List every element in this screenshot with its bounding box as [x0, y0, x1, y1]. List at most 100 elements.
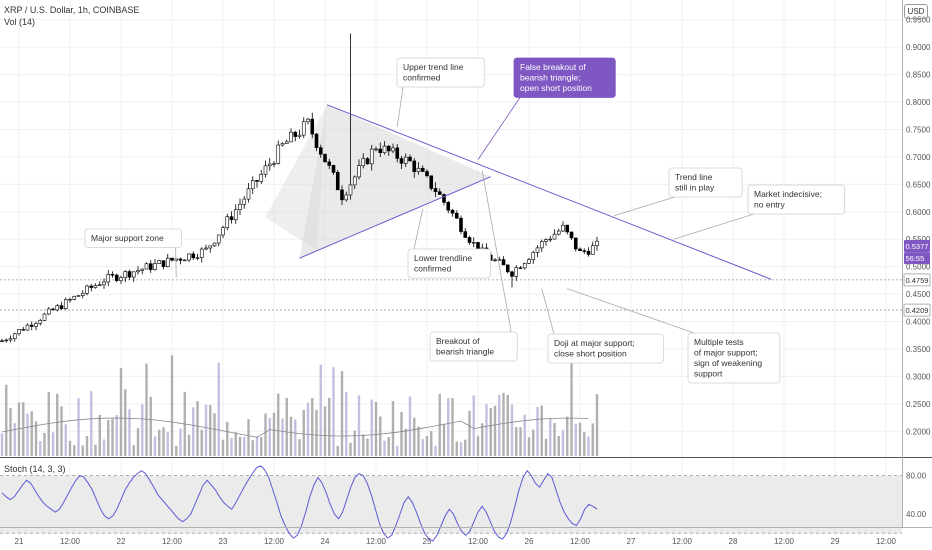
candle-body — [93, 285, 98, 288]
candle-body — [144, 263, 149, 270]
candle-body — [459, 217, 463, 232]
price-label: 0.5377 — [906, 242, 929, 251]
candle-body — [310, 118, 315, 135]
y-tick-label: 0.9000 — [906, 43, 931, 52]
x-tick-label: 12:00 — [366, 537, 387, 546]
annotation-text: close short position — [554, 349, 627, 359]
candle-body — [72, 296, 77, 300]
volume-bar — [353, 430, 356, 456]
annotation-text: Upper trend line — [403, 62, 464, 72]
volume-bar — [540, 405, 543, 456]
volume-bar — [396, 445, 399, 456]
candle-body — [429, 175, 434, 189]
volume-bar — [119, 367, 123, 456]
volume-bar — [213, 413, 216, 456]
y-tick-label: 0.2000 — [906, 427, 931, 436]
volume-bar — [132, 445, 135, 456]
volume-bar — [102, 439, 106, 456]
candle-body — [21, 329, 26, 331]
volume-bar — [451, 397, 454, 456]
volume-bar — [387, 437, 390, 456]
candle-body — [110, 274, 115, 276]
volume-bar — [493, 405, 497, 456]
annotation-pointer — [175, 247, 177, 278]
volume-bar — [506, 394, 509, 456]
volume-bar — [442, 423, 446, 456]
candle-body — [467, 237, 472, 243]
volume-bar — [574, 423, 577, 456]
volume-bar — [285, 397, 288, 456]
candle-body — [561, 224, 565, 232]
currency-button[interactable]: USD — [904, 4, 928, 19]
volume-bar — [281, 418, 284, 456]
stochastic-pane: 80.00 40.00 — [0, 465, 927, 542]
candle-body — [250, 180, 255, 190]
volume-bar — [39, 441, 42, 456]
volume-bar — [68, 440, 72, 456]
volume-bar — [464, 439, 467, 456]
y-tick-label: 0.7500 — [906, 125, 931, 134]
price-label: 0.4759 — [906, 276, 929, 285]
volume-bar — [51, 432, 55, 456]
volume-bar — [476, 435, 480, 456]
volume-bar — [289, 416, 293, 456]
volume-bar — [455, 441, 458, 456]
price-candles[interactable] — [0, 33, 599, 343]
candle-body — [514, 267, 519, 277]
volume-bar — [251, 440, 254, 456]
y-tick-label: 0.2500 — [906, 400, 931, 409]
candle-body — [391, 147, 395, 152]
volume-bar — [532, 429, 535, 456]
candle-body — [140, 268, 145, 271]
candle-body — [586, 250, 591, 255]
annotation-box — [547, 333, 664, 364]
y-tick-label: 0.7000 — [906, 153, 931, 162]
candle-body — [127, 271, 132, 278]
candle-body — [416, 167, 421, 172]
volume-bar — [557, 435, 560, 456]
candle-body — [157, 260, 162, 264]
volume-bar — [510, 404, 514, 456]
candle-body — [301, 121, 306, 136]
candle-body — [331, 165, 336, 173]
x-tick-label: 29 — [831, 537, 840, 546]
volume-bar — [566, 416, 569, 456]
candle-body — [446, 202, 451, 211]
candle-body — [106, 274, 111, 283]
candle-body — [442, 194, 446, 203]
volume-bar — [115, 414, 118, 456]
volume-bar — [328, 397, 331, 456]
candle-body — [582, 250, 587, 252]
volume-bars — [0, 355, 599, 456]
candle-body — [518, 267, 523, 269]
candle-body — [348, 184, 353, 196]
x-tick-label: 23 — [219, 537, 228, 546]
annotation-pointer — [673, 213, 755, 240]
volume-bar — [536, 407, 539, 456]
triangle-fill — [299, 104, 491, 259]
volume-bar — [234, 432, 237, 456]
volume-bar — [591, 423, 594, 456]
volume-bar — [561, 429, 565, 456]
candle-body — [255, 180, 259, 182]
volume-bar — [400, 411, 403, 456]
annotation-box — [687, 332, 781, 384]
annotation-text: Major support zone — [91, 233, 164, 243]
annotation-box — [429, 331, 518, 362]
candle-body — [233, 209, 238, 221]
candle-body — [55, 305, 60, 311]
candle-body — [119, 277, 123, 281]
y-tick-label: 0.9500 — [906, 16, 931, 25]
volume-bar — [47, 392, 50, 456]
volume-bar — [515, 427, 518, 456]
candle-body — [386, 145, 391, 152]
annotation-text: bearish triangle — [436, 347, 494, 357]
candle-body — [314, 133, 319, 148]
volume-bar — [98, 414, 101, 456]
volume-bar — [379, 416, 382, 456]
candle-body — [501, 259, 506, 266]
volume-bar — [60, 406, 63, 456]
candle-body — [531, 252, 536, 260]
y-tick-label: 0.5500 — [906, 235, 931, 244]
